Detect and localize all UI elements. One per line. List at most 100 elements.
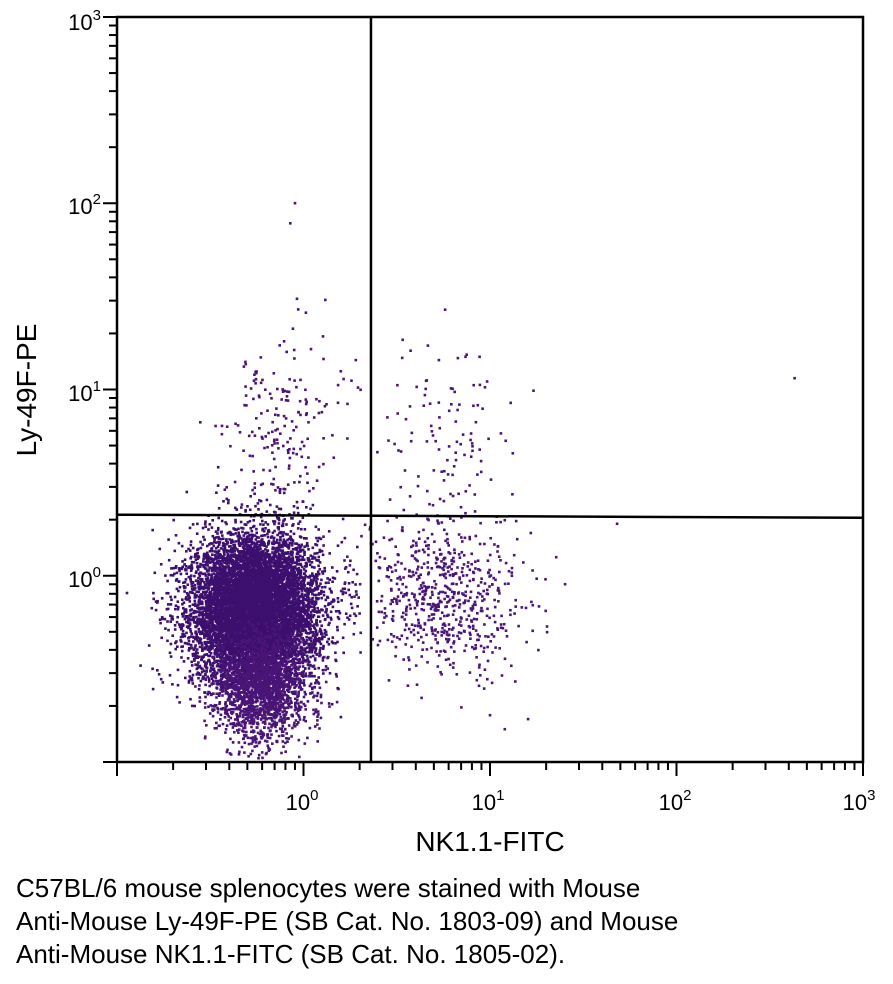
event-dot <box>228 558 231 561</box>
event-dot <box>253 562 256 565</box>
event-dot <box>316 570 320 573</box>
event-dot <box>251 547 255 551</box>
event-dot <box>323 632 327 635</box>
event-dot <box>192 640 195 643</box>
event-dot <box>253 632 257 635</box>
event-dot <box>195 554 198 558</box>
event-dot <box>176 645 179 648</box>
event-dot <box>157 673 161 676</box>
event-dot <box>176 600 180 603</box>
event-dot <box>196 610 199 614</box>
event-dot <box>317 555 321 559</box>
event-dot <box>222 568 225 571</box>
event-dot <box>169 603 173 606</box>
event-dot <box>284 552 287 556</box>
event-dot <box>313 658 317 662</box>
event-dot <box>295 500 299 504</box>
event-dot <box>171 634 174 637</box>
event-dot <box>349 602 353 606</box>
event-dot <box>246 689 250 693</box>
event-dot <box>197 614 201 617</box>
event-dot <box>294 648 298 652</box>
event-dot <box>216 528 220 532</box>
event-dot <box>174 607 177 611</box>
event-dot <box>205 586 208 590</box>
event-dot <box>203 538 206 542</box>
event-dot <box>199 622 202 625</box>
event-dot <box>336 640 339 644</box>
event-dot <box>213 650 217 653</box>
event-dot <box>241 527 245 530</box>
event-dot <box>194 558 198 562</box>
event-dot <box>317 528 320 531</box>
event-dot <box>208 579 212 582</box>
event-dot <box>174 534 178 537</box>
event-dot <box>181 623 184 626</box>
event-dot <box>306 481 309 485</box>
event-dot <box>208 712 212 715</box>
event-dot <box>291 593 294 596</box>
event-dot <box>223 616 227 620</box>
event-dot <box>303 545 306 548</box>
event-dot <box>284 626 288 630</box>
event-dot <box>197 590 201 594</box>
event-dot <box>293 607 296 610</box>
event-dot <box>178 701 181 704</box>
event-dot <box>319 537 323 541</box>
event-dot <box>289 569 293 572</box>
event-dot <box>310 686 314 690</box>
event-dot <box>174 566 177 570</box>
event-dot <box>264 557 267 560</box>
event-dot <box>272 604 275 607</box>
event-dot <box>304 561 308 565</box>
event-dot <box>316 632 319 635</box>
event-dot <box>185 642 189 645</box>
event-dot <box>288 623 291 627</box>
event-dot <box>254 562 258 565</box>
event-dot <box>239 618 243 622</box>
event-dot <box>181 560 184 563</box>
event-dot <box>349 559 352 563</box>
event-dot <box>290 604 293 607</box>
event-dot <box>218 694 221 697</box>
event-dot <box>196 522 199 526</box>
event-dot <box>247 704 251 708</box>
event-dot <box>159 563 163 566</box>
event-dot <box>223 561 226 564</box>
event-dot <box>230 690 234 693</box>
event-dot <box>178 585 182 589</box>
event-dot <box>210 574 213 578</box>
event-dot <box>237 539 240 543</box>
event-dot <box>202 669 206 673</box>
event-dot <box>301 627 305 631</box>
event-dot <box>327 702 331 705</box>
event-dot <box>166 620 169 623</box>
event-dot <box>236 624 239 627</box>
event-dot <box>329 602 332 605</box>
event-dot <box>256 540 259 543</box>
event-dot <box>289 583 292 586</box>
event-dot <box>236 584 240 587</box>
event-dot <box>294 680 297 683</box>
event-dot <box>201 610 204 614</box>
event-dot <box>307 548 310 551</box>
event-dot <box>234 518 237 522</box>
event-dot <box>225 497 229 501</box>
event-dot <box>197 547 200 551</box>
event-dot <box>199 618 203 621</box>
event-dot <box>183 641 187 645</box>
event-dot <box>289 587 292 591</box>
event-dot <box>228 554 232 558</box>
event-dot <box>289 574 292 578</box>
event-dot <box>309 642 312 646</box>
event-dot <box>292 581 295 585</box>
event-dot <box>177 605 180 609</box>
event-dot <box>216 706 219 710</box>
event-dot <box>336 597 340 600</box>
event-dot <box>233 553 236 556</box>
event-dot <box>327 623 330 627</box>
event-dot <box>301 587 305 590</box>
event-dot <box>221 534 224 537</box>
event-dot <box>314 525 318 529</box>
event-dot <box>193 609 196 613</box>
